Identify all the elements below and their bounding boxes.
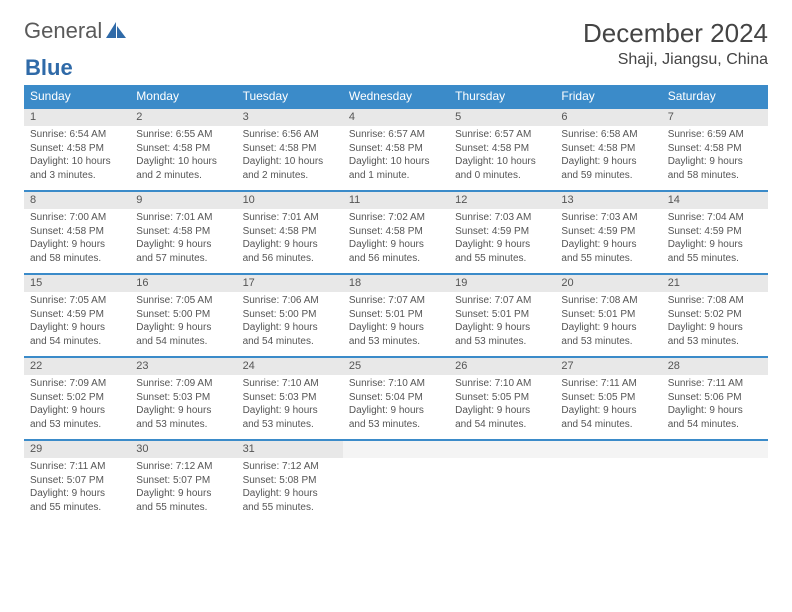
logo-text-general: General (24, 18, 102, 44)
day-details-cell: Sunrise: 7:00 AMSunset: 4:58 PMDaylight:… (24, 209, 130, 274)
day-details-cell (449, 458, 555, 522)
day-number-cell: 19 (449, 274, 555, 292)
day-number-cell: 17 (237, 274, 343, 292)
day-number-cell: 30 (130, 440, 236, 458)
day-number-cell: 4 (343, 108, 449, 126)
day-details-cell: Sunrise: 7:08 AMSunset: 5:01 PMDaylight:… (555, 292, 661, 357)
day-number-cell: 5 (449, 108, 555, 126)
day-details-cell: Sunrise: 6:56 AMSunset: 4:58 PMDaylight:… (237, 126, 343, 191)
day-number-row: 1234567 (24, 108, 768, 126)
day-number-cell: 26 (449, 357, 555, 375)
location: Shaji, Jiangsu, China (583, 51, 768, 69)
day-details-cell: Sunrise: 7:09 AMSunset: 5:03 PMDaylight:… (130, 375, 236, 440)
day-details-cell: Sunrise: 7:07 AMSunset: 5:01 PMDaylight:… (449, 292, 555, 357)
day-details-row: Sunrise: 6:54 AMSunset: 4:58 PMDaylight:… (24, 126, 768, 191)
day-number-cell: 9 (130, 191, 236, 209)
sail-icon (106, 22, 128, 40)
day-number-cell (343, 440, 449, 458)
day-number-row: 15161718192021 (24, 274, 768, 292)
day-number-cell: 22 (24, 357, 130, 375)
day-number-cell: 23 (130, 357, 236, 375)
day-header: Monday (130, 85, 236, 108)
day-details-cell: Sunrise: 7:11 AMSunset: 5:06 PMDaylight:… (662, 375, 768, 440)
day-number-cell: 3 (237, 108, 343, 126)
day-details-cell: Sunrise: 6:59 AMSunset: 4:58 PMDaylight:… (662, 126, 768, 191)
day-details-cell: Sunrise: 7:10 AMSunset: 5:04 PMDaylight:… (343, 375, 449, 440)
day-details-cell (662, 458, 768, 522)
day-number-cell: 2 (130, 108, 236, 126)
day-number-cell: 27 (555, 357, 661, 375)
day-header: Tuesday (237, 85, 343, 108)
day-details-cell: Sunrise: 7:04 AMSunset: 4:59 PMDaylight:… (662, 209, 768, 274)
day-details-cell: Sunrise: 7:07 AMSunset: 5:01 PMDaylight:… (343, 292, 449, 357)
day-details-cell: Sunrise: 6:54 AMSunset: 4:58 PMDaylight:… (24, 126, 130, 191)
day-details-cell: Sunrise: 7:12 AMSunset: 5:07 PMDaylight:… (130, 458, 236, 522)
day-details-cell: Sunrise: 6:58 AMSunset: 4:58 PMDaylight:… (555, 126, 661, 191)
day-header: Wednesday (343, 85, 449, 108)
day-details-cell (343, 458, 449, 522)
day-details-cell: Sunrise: 7:05 AMSunset: 4:59 PMDaylight:… (24, 292, 130, 357)
day-details-cell: Sunrise: 6:55 AMSunset: 4:58 PMDaylight:… (130, 126, 236, 191)
day-details-cell: Sunrise: 7:02 AMSunset: 4:58 PMDaylight:… (343, 209, 449, 274)
month-title: December 2024 (583, 18, 768, 49)
calendar-table: SundayMondayTuesdayWednesdayThursdayFrid… (24, 85, 768, 522)
day-number-cell: 24 (237, 357, 343, 375)
day-details-row: Sunrise: 7:11 AMSunset: 5:07 PMDaylight:… (24, 458, 768, 522)
day-details-cell: Sunrise: 6:57 AMSunset: 4:58 PMDaylight:… (449, 126, 555, 191)
day-details-cell: Sunrise: 7:10 AMSunset: 5:05 PMDaylight:… (449, 375, 555, 440)
day-number-row: 293031 (24, 440, 768, 458)
day-number-cell (662, 440, 768, 458)
day-details-cell: Sunrise: 7:11 AMSunset: 5:07 PMDaylight:… (24, 458, 130, 522)
day-number-cell: 20 (555, 274, 661, 292)
day-header: Thursday (449, 85, 555, 108)
day-details-cell: Sunrise: 7:05 AMSunset: 5:00 PMDaylight:… (130, 292, 236, 357)
day-details-cell: Sunrise: 7:01 AMSunset: 4:58 PMDaylight:… (130, 209, 236, 274)
day-details-cell: Sunrise: 7:12 AMSunset: 5:08 PMDaylight:… (237, 458, 343, 522)
day-details-cell: Sunrise: 7:09 AMSunset: 5:02 PMDaylight:… (24, 375, 130, 440)
day-number-cell: 11 (343, 191, 449, 209)
day-number-cell: 25 (343, 357, 449, 375)
title-block: December 2024 Shaji, Jiangsu, China (583, 18, 768, 69)
day-number-cell: 16 (130, 274, 236, 292)
day-number-cell: 1 (24, 108, 130, 126)
logo-text-blue: Blue (25, 55, 73, 81)
day-details-row: Sunrise: 7:09 AMSunset: 5:02 PMDaylight:… (24, 375, 768, 440)
day-number-cell (449, 440, 555, 458)
day-number-row: 891011121314 (24, 191, 768, 209)
day-number-cell: 14 (662, 191, 768, 209)
logo: General (24, 18, 128, 44)
day-details-cell: Sunrise: 7:08 AMSunset: 5:02 PMDaylight:… (662, 292, 768, 357)
day-number-cell: 8 (24, 191, 130, 209)
day-number-row: 22232425262728 (24, 357, 768, 375)
day-header: Sunday (24, 85, 130, 108)
day-details-cell: Sunrise: 7:03 AMSunset: 4:59 PMDaylight:… (449, 209, 555, 274)
day-details-cell: Sunrise: 7:11 AMSunset: 5:05 PMDaylight:… (555, 375, 661, 440)
day-number-cell: 10 (237, 191, 343, 209)
day-number-cell: 31 (237, 440, 343, 458)
day-details-cell: Sunrise: 7:06 AMSunset: 5:00 PMDaylight:… (237, 292, 343, 357)
day-details-row: Sunrise: 7:00 AMSunset: 4:58 PMDaylight:… (24, 209, 768, 274)
day-number-cell: 28 (662, 357, 768, 375)
day-number-cell: 13 (555, 191, 661, 209)
day-details-cell (555, 458, 661, 522)
day-number-cell: 7 (662, 108, 768, 126)
day-number-cell: 6 (555, 108, 661, 126)
day-header-row: SundayMondayTuesdayWednesdayThursdayFrid… (24, 85, 768, 108)
day-header: Saturday (662, 85, 768, 108)
day-header: Friday (555, 85, 661, 108)
day-number-cell: 12 (449, 191, 555, 209)
day-number-cell (555, 440, 661, 458)
day-details-cell: Sunrise: 7:01 AMSunset: 4:58 PMDaylight:… (237, 209, 343, 274)
day-number-cell: 21 (662, 274, 768, 292)
day-number-cell: 29 (24, 440, 130, 458)
day-details-cell: Sunrise: 6:57 AMSunset: 4:58 PMDaylight:… (343, 126, 449, 191)
day-details-cell: Sunrise: 7:03 AMSunset: 4:59 PMDaylight:… (555, 209, 661, 274)
day-number-cell: 18 (343, 274, 449, 292)
day-details-cell: Sunrise: 7:10 AMSunset: 5:03 PMDaylight:… (237, 375, 343, 440)
day-number-cell: 15 (24, 274, 130, 292)
day-details-row: Sunrise: 7:05 AMSunset: 4:59 PMDaylight:… (24, 292, 768, 357)
